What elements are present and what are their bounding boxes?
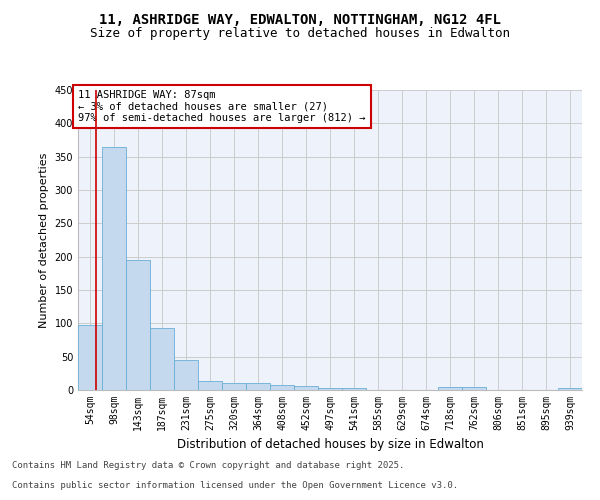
Bar [558, 388, 582, 390]
X-axis label: Distribution of detached houses by size in Edwalton: Distribution of detached houses by size … [176, 438, 484, 452]
Bar [342, 388, 366, 390]
Y-axis label: Number of detached properties: Number of detached properties [39, 152, 49, 328]
Text: Contains HM Land Registry data © Crown copyright and database right 2025.: Contains HM Land Registry data © Crown c… [12, 461, 404, 470]
Bar [270, 386, 294, 390]
Bar [174, 360, 198, 390]
Bar [318, 388, 342, 390]
Text: 11, ASHRIDGE WAY, EDWALTON, NOTTINGHAM, NG12 4FL: 11, ASHRIDGE WAY, EDWALTON, NOTTINGHAM, … [99, 12, 501, 26]
Bar [462, 386, 486, 390]
Text: Size of property relative to detached houses in Edwalton: Size of property relative to detached ho… [90, 28, 510, 40]
Bar [222, 384, 246, 390]
Text: Contains public sector information licensed under the Open Government Licence v3: Contains public sector information licen… [12, 481, 458, 490]
Bar [438, 386, 462, 390]
Bar [150, 328, 174, 390]
Bar [102, 146, 126, 390]
Bar [78, 326, 102, 390]
Bar [294, 386, 318, 390]
Bar [126, 260, 150, 390]
Bar [246, 384, 270, 390]
Text: 11 ASHRIDGE WAY: 87sqm
← 3% of detached houses are smaller (27)
97% of semi-deta: 11 ASHRIDGE WAY: 87sqm ← 3% of detached … [78, 90, 365, 123]
Bar [198, 380, 222, 390]
